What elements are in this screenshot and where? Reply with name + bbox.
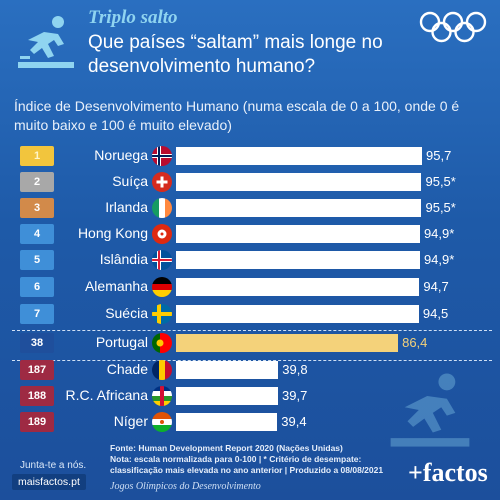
bar (176, 361, 279, 379)
value-label: 39,8 (282, 362, 308, 377)
bar (176, 147, 422, 165)
sweden-flag-icon (152, 304, 172, 324)
chad-flag-icon (152, 360, 172, 380)
country-label: Suécia (105, 305, 148, 321)
ireland-flag-icon (152, 198, 172, 218)
rank-badge: 7 (20, 304, 54, 324)
rank-badge: 189 (20, 412, 54, 432)
value-label: 39,4 (281, 414, 307, 429)
series-name: Jogos Olímpicos do Desenvolvimento (110, 481, 261, 492)
brand-logo: +factos (408, 458, 488, 487)
country-label: Hong Kong (77, 225, 148, 241)
rank-badge: 187 (20, 360, 54, 380)
triple-jump-watermark-icon (390, 373, 470, 447)
country-label: Chade (106, 361, 148, 377)
hong-kong-flag-icon (152, 224, 172, 244)
bar (176, 251, 420, 269)
central-african-republic-flag-icon (152, 386, 172, 406)
triple-jump-icon (18, 16, 74, 68)
footer-notes: Fonte: Human Development Report 2020 (Na… (110, 443, 383, 476)
scale-note: Nota: escala normalizada para 0-100 | * … (110, 454, 362, 464)
value-label: 95,5* (425, 200, 456, 215)
join-us-text: Junta-te a nós. (20, 460, 87, 471)
country-label: Islândia (99, 251, 148, 267)
site-link[interactable]: maisfactos.pt (12, 474, 86, 490)
portugal-flag-icon (152, 333, 172, 353)
value-label: 39,7 (282, 388, 308, 403)
rank-badge: 2 (20, 172, 54, 192)
chart-subtitle: Índice de Desenvolvimento Humano (numa e… (14, 98, 460, 133)
bar (176, 278, 420, 296)
bar (176, 413, 278, 431)
header-kicker: Triplo salto (88, 7, 178, 28)
header: Triplo salto Que países “saltam” mais lo… (0, 0, 500, 88)
niger-flag-icon (152, 412, 172, 432)
page-title: Que países “saltam” mais longe no desenv… (88, 32, 383, 77)
value-label: 94,9* (423, 226, 455, 241)
bar (176, 173, 422, 191)
country-label: Suíça (112, 173, 148, 189)
country-label: Irlanda (105, 199, 148, 215)
germany-flag-icon (152, 277, 172, 297)
switzerland-flag-icon (152, 172, 172, 192)
bar (176, 225, 420, 243)
iceland-flag-icon (152, 250, 172, 270)
olympic-rings-icon (419, 11, 487, 43)
country-label: R.C. Africana (65, 387, 148, 403)
bar (176, 199, 422, 217)
rank-badge: 1 (20, 146, 54, 166)
value-label: 94,7 (423, 279, 449, 294)
rank-badge: 6 (20, 277, 54, 297)
value-label: 94,9* (423, 252, 455, 267)
country-label: Níger (113, 413, 148, 429)
bar (176, 305, 419, 323)
source-note: Fonte: Human Development Report 2020 (Na… (110, 443, 343, 453)
rank-badge: 5 (20, 250, 54, 270)
rank-badge: 38 (20, 333, 54, 353)
value-label: 95,5* (425, 174, 456, 189)
country-label: Noruega (94, 147, 148, 163)
bar (176, 387, 279, 405)
rank-badge: 3 (20, 198, 54, 218)
bar (176, 334, 399, 352)
value-label: 86,4 (402, 335, 428, 350)
tiebreak-note: classificação mais elevada no ano anteri… (110, 465, 384, 475)
rank-badge: 188 (20, 386, 54, 406)
country-label: Alemanha (84, 278, 148, 294)
country-label: Portugal (95, 334, 148, 350)
norway-flag-icon (152, 146, 172, 166)
value-label: 94,5 (422, 306, 449, 321)
rank-badge: 4 (20, 224, 54, 244)
portugal-highlight-row (12, 330, 492, 361)
value-label: 95,7 (426, 148, 452, 163)
